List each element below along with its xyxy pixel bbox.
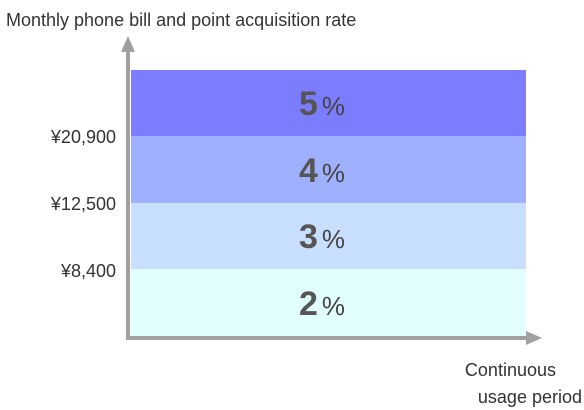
tier-rate: 3% [299, 218, 345, 256]
threshold-label: ¥12,500 [50, 194, 116, 214]
x-arrow [526, 331, 542, 345]
rate-number: 4 [299, 152, 318, 190]
threshold-label: ¥8,400 [60, 261, 116, 281]
rate-unit: % [322, 224, 345, 254]
rate-unit: % [322, 291, 345, 321]
tier-band [131, 136, 526, 203]
tier-band [131, 70, 526, 136]
rate-number: 3 [299, 218, 318, 256]
tier-rate: 2% [299, 285, 345, 323]
tier-band [131, 269, 526, 336]
rate-number: 2 [299, 285, 318, 323]
x-axis-label: usage period [478, 387, 582, 407]
rate-unit: % [322, 91, 345, 121]
tier-rate: 4% [299, 152, 345, 190]
threshold-label: ¥20,900 [50, 127, 116, 147]
title: Monthly phone bill and point acquisition… [6, 10, 356, 30]
rate-unit: % [322, 158, 345, 188]
x-axis-label: Continuous [465, 360, 556, 380]
rate-number: 5 [299, 85, 318, 123]
y-arrow [121, 36, 135, 52]
tier-rate: 5% [299, 85, 345, 123]
tier-band [131, 203, 526, 269]
